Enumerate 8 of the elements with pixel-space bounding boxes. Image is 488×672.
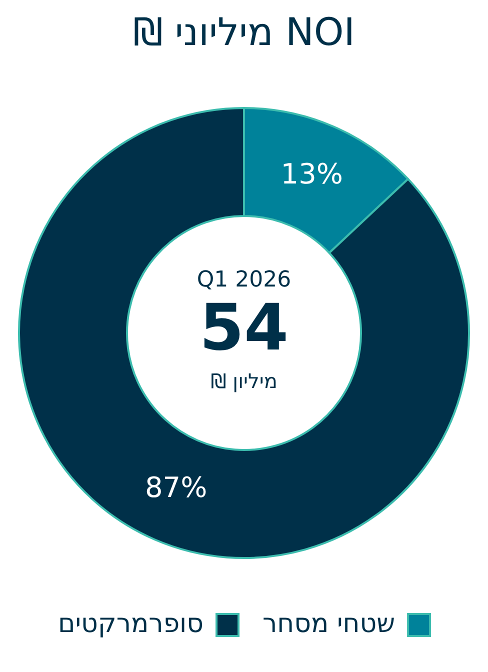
legend-label: סופרמרקטים (58, 608, 204, 639)
data-label: 13% (280, 157, 344, 190)
text: Q1 2026 (196, 268, 292, 293)
legend-label: שטחי מסחר (262, 608, 396, 639)
chart-title: NOI מיליוני ₪ (132, 10, 356, 54)
text: מיליון ₪ (210, 369, 278, 394)
text: 54 (199, 292, 289, 366)
data-label: 87% (144, 471, 208, 504)
